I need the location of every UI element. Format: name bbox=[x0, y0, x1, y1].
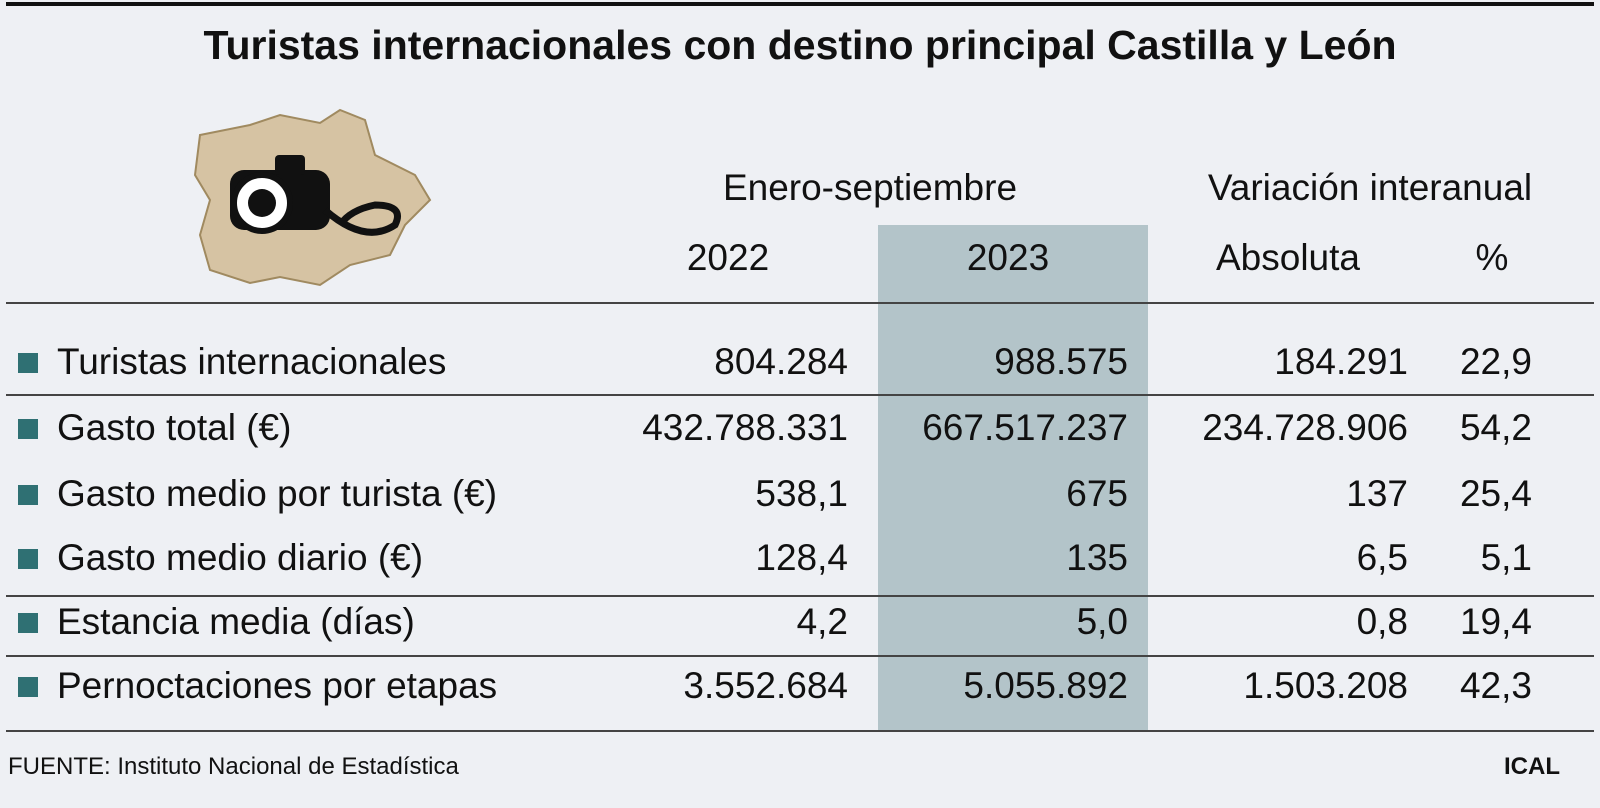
column-header: 2023 bbox=[966, 237, 1050, 278]
row-rule bbox=[6, 655, 1594, 657]
cell-value: 22,9 bbox=[1459, 341, 1532, 382]
cell-value: 234.728.906 bbox=[1202, 407, 1408, 448]
cell-value: 0,8 bbox=[1356, 601, 1408, 642]
top-rule bbox=[6, 2, 1594, 6]
column-header: % bbox=[1475, 237, 1509, 278]
cell-value: 5,1 bbox=[1480, 537, 1532, 578]
cell-value: 5,0 bbox=[1076, 601, 1128, 642]
cell-value: 137 bbox=[1346, 473, 1408, 514]
cell-value: 675 bbox=[1066, 473, 1128, 514]
cell-value: 184.291 bbox=[1274, 341, 1408, 382]
highlight-column bbox=[878, 225, 1148, 730]
cell-value: 804.284 bbox=[714, 341, 848, 382]
row-label: Pernoctaciones por etapas bbox=[57, 665, 498, 706]
row-rule bbox=[6, 595, 1594, 597]
cell-value: 3.552.684 bbox=[683, 665, 848, 706]
cell-value: 1.503.208 bbox=[1243, 665, 1408, 706]
cell-value: 128,4 bbox=[755, 537, 848, 578]
cell-value: 667.517.237 bbox=[922, 407, 1128, 448]
source: FUENTE: Instituto Nacional de Estadístic… bbox=[8, 753, 459, 780]
cell-value: 42,3 bbox=[1459, 665, 1532, 706]
column-header: Absoluta bbox=[1216, 237, 1360, 278]
row-marker bbox=[18, 549, 38, 569]
row-marker bbox=[18, 485, 38, 505]
cell-value: 54,2 bbox=[1459, 407, 1532, 448]
row-rule bbox=[6, 394, 1594, 396]
cell-value: 25,4 bbox=[1459, 473, 1532, 514]
row-label: Gasto total (€) bbox=[57, 407, 292, 448]
map-icon bbox=[193, 108, 432, 287]
cell-value: 6,5 bbox=[1356, 537, 1408, 578]
cell-value: 135 bbox=[1066, 537, 1128, 578]
row-label: Estancia media (días) bbox=[57, 601, 415, 642]
title: Turistas internacionales con destino pri… bbox=[203, 22, 1397, 68]
row-label: Gasto medio por turista (€) bbox=[57, 473, 498, 514]
credit: ICAL bbox=[1504, 753, 1560, 780]
group-header: Variación interanual bbox=[1207, 167, 1533, 208]
row-marker bbox=[18, 353, 38, 373]
cell-value: 19,4 bbox=[1459, 601, 1532, 642]
cell-value: 538,1 bbox=[755, 473, 848, 514]
cell-value: 4,2 bbox=[796, 601, 848, 642]
column-header: 2022 bbox=[686, 237, 770, 278]
row-marker bbox=[18, 677, 38, 697]
row-label: Gasto medio diario (€) bbox=[57, 537, 424, 578]
bottom-rule bbox=[6, 730, 1594, 732]
cell-value: 988.575 bbox=[994, 341, 1128, 382]
row-label: Turistas internacionales bbox=[57, 341, 447, 382]
group-header: Enero-septiembre bbox=[722, 167, 1018, 208]
row-marker bbox=[18, 613, 38, 633]
header-rule bbox=[6, 302, 1594, 304]
cell-value: 5.055.892 bbox=[963, 665, 1128, 706]
cell-value: 432.788.331 bbox=[642, 407, 848, 448]
row-marker bbox=[18, 419, 38, 439]
